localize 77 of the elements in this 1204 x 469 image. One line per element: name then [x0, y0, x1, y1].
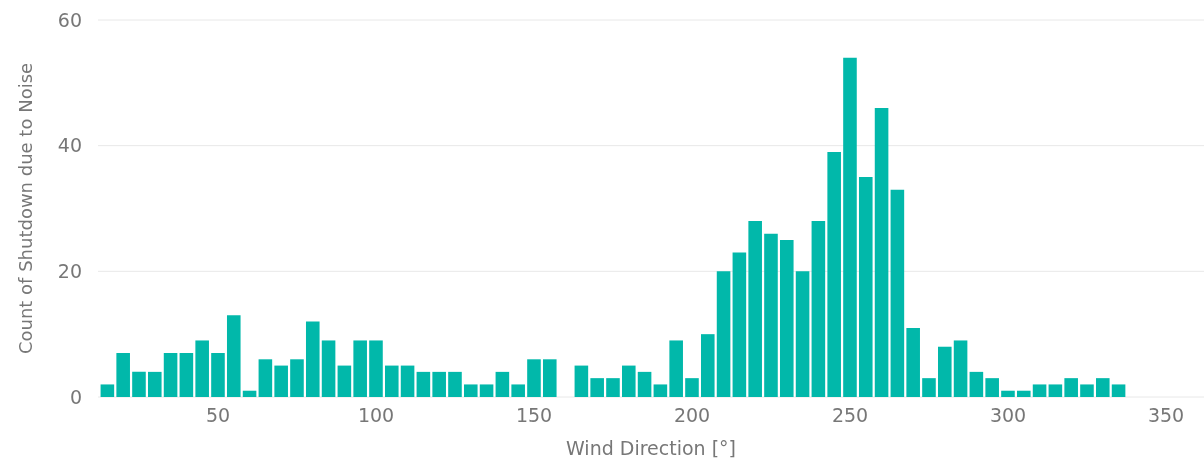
bar: [779, 239, 794, 397]
bar: [226, 315, 241, 397]
bar: [922, 378, 936, 397]
bar: [953, 340, 968, 397]
bar: [700, 334, 715, 397]
bar: [511, 384, 525, 397]
bar: [732, 252, 747, 397]
bar: [258, 359, 273, 397]
bar: [463, 384, 478, 397]
bar: [542, 359, 557, 397]
bar: [590, 378, 604, 397]
bar: [147, 371, 162, 397]
bar: [116, 353, 130, 397]
bar: [400, 365, 415, 397]
bar: [890, 189, 905, 397]
bar: [384, 365, 399, 397]
bar: [337, 365, 352, 397]
bar: [132, 371, 146, 397]
bar: [1032, 384, 1047, 397]
bar: [937, 346, 952, 397]
x-tick-label: 150: [515, 404, 553, 427]
bar: [305, 321, 320, 397]
bar: [637, 371, 652, 397]
y-tick-label: 0: [69, 385, 82, 408]
bar: [479, 384, 494, 397]
bar: [621, 365, 636, 397]
bar: [653, 384, 668, 397]
bar: [716, 271, 731, 397]
bar: [527, 359, 541, 397]
x-tick-label: 200: [673, 404, 711, 427]
bar: [669, 340, 683, 397]
bar: [195, 340, 209, 397]
bar: [100, 384, 115, 397]
bar: [274, 365, 288, 397]
x-tick-label: 350: [1147, 404, 1185, 427]
bar: [1095, 378, 1110, 397]
y-tick-label: 40: [57, 134, 82, 157]
bar: [242, 390, 257, 397]
bar: [495, 371, 510, 397]
bar: [827, 151, 841, 397]
bar: [1111, 384, 1126, 397]
bar: [1048, 384, 1063, 397]
y-axis-title: Count of Shutdown due to Noise: [15, 62, 37, 355]
bar: [874, 107, 889, 397]
bar: [985, 378, 999, 397]
bar: [748, 221, 762, 397]
bar: [906, 327, 920, 397]
bar: [163, 353, 178, 397]
bar: [290, 359, 304, 397]
bar: [321, 340, 336, 397]
bar: [1001, 390, 1015, 397]
bar: [811, 221, 826, 397]
bar: [1080, 384, 1094, 397]
bar: [764, 233, 778, 397]
x-tick-label: 250: [831, 404, 869, 427]
bar: [369, 340, 383, 397]
bar: [1064, 378, 1078, 397]
x-tick-label: 100: [357, 404, 395, 427]
bar: [858, 177, 873, 397]
bar: [432, 371, 446, 397]
x-tick-label: 50: [205, 404, 231, 427]
y-tick-label: 60: [57, 8, 82, 31]
bar: [685, 378, 699, 397]
bar: [353, 340, 367, 397]
bar: [606, 378, 620, 397]
bar: [1016, 390, 1031, 397]
bar: [574, 365, 589, 397]
bar: [179, 353, 194, 397]
y-tick-label: 20: [57, 260, 82, 283]
bar: [795, 271, 810, 397]
bar: [416, 371, 431, 397]
x-tick-label: 300: [989, 404, 1027, 427]
bar: [211, 353, 225, 397]
x-axis-title: Wind Direction [°]: [566, 437, 736, 459]
bar: [969, 371, 984, 397]
bar: [448, 371, 462, 397]
bar: [843, 57, 857, 397]
